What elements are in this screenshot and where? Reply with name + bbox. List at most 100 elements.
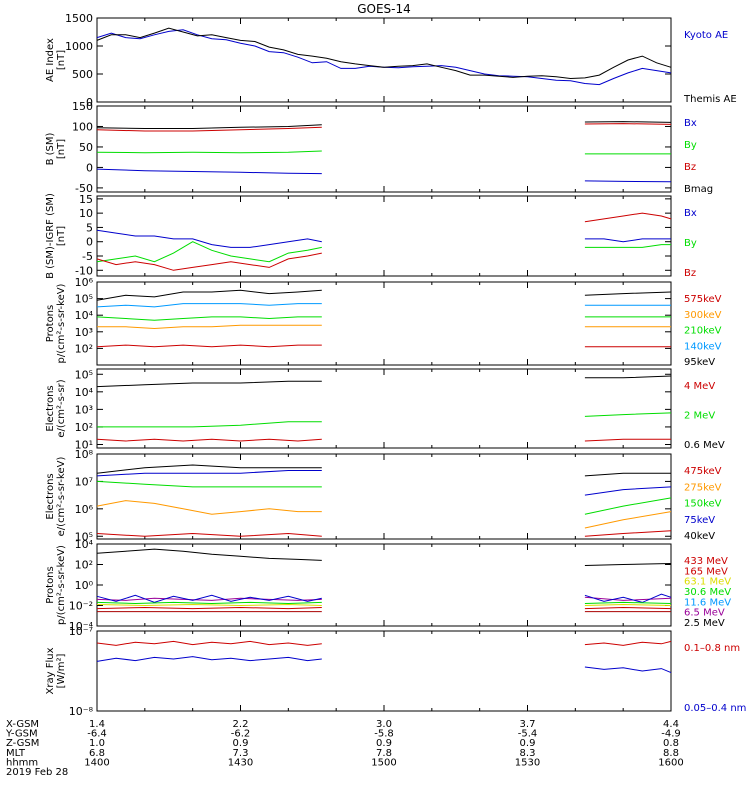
- legend-entry: 95keV: [684, 357, 715, 368]
- y-axis-label-line: p/(cm²-s-sr-keV): [56, 545, 67, 625]
- panel-1: 0 500 1000 1500 AE Index[nT] Kyoto AE Themis A…: [45, 12, 737, 109]
- y-axis-label-line: B (SM)-IGRF (SM): [45, 193, 56, 279]
- y-axis-label: Electronse/(cm²-s-sr): [45, 379, 67, 437]
- ephemeris-value: 1530: [515, 757, 540, 768]
- ephemeris-value: 1430: [228, 757, 253, 768]
- series-line: [96, 123, 672, 132]
- plot-title: GOES-14: [357, 2, 411, 16]
- y-tick-label: 10²: [75, 342, 93, 355]
- ephemeris-value: 7.3: [233, 748, 249, 759]
- y-tick-label: 10³: [75, 403, 93, 416]
- panel-frame: [96, 17, 672, 103]
- ephemeris-value: -6.2: [231, 729, 251, 740]
- legend-entry: 433 MeV: [684, 556, 728, 567]
- panel-6: 10⁵ 10⁶ 10⁷ 10⁸ Electronse/(cm²-s-sr-keV) 475…: [45, 448, 722, 543]
- y-tick-label: 10⁶: [75, 276, 94, 289]
- y-axis-label-line: Electrons: [45, 385, 56, 431]
- y-tick-label: 10⁻⁷: [69, 625, 93, 638]
- y-tick-label: 0: [86, 236, 93, 249]
- y-axis-label-line: e/(cm²-s-sr): [56, 379, 67, 437]
- y-axis-label-line: [nT]: [56, 50, 67, 70]
- legend-entry: 0.05–0.4 nm: [684, 703, 746, 714]
- legend-entry: 75keV: [684, 515, 715, 526]
- y-tick-label: 10⁻⁸: [69, 705, 94, 718]
- y-axis-label-line: AE Index: [45, 38, 56, 82]
- y-tick-label: 1500: [65, 12, 93, 25]
- y-axis-label-line: Protons: [45, 566, 56, 603]
- series-line: [96, 596, 672, 601]
- ephemeris-value: 1500: [371, 757, 396, 768]
- ephemeris-label: Z-GSM: [6, 738, 39, 749]
- y-axis-label: B (SM)-IGRF (SM)[nT]: [45, 193, 67, 279]
- series-line: [96, 150, 671, 155]
- y-tick-label: -50: [75, 182, 93, 195]
- ephemeris-value: 4.4: [663, 719, 679, 730]
- y-tick-label: 10: [79, 207, 93, 220]
- panel-4: 10² 10³ 10⁴ 10⁵ 10⁶ Protonsp/(cm²-s-sr-keV) 57…: [45, 276, 722, 368]
- panel-frame: [96, 195, 672, 277]
- legend-entry: 30.6 MeV: [684, 587, 731, 598]
- series-line: [96, 168, 672, 183]
- legend-entry: 6.5 MeV: [684, 608, 725, 619]
- y-axis-label-line: p/(cm²-s-sr-keV): [56, 283, 67, 363]
- y-tick-label: 10⁴: [75, 538, 94, 551]
- ephemeris-label: hhmm: [6, 757, 38, 768]
- series-line: [96, 29, 672, 86]
- y-tick-label: 10⁻⁴: [69, 620, 94, 633]
- y-axis-label: AE Index[nT]: [45, 38, 67, 82]
- panel-frame: [96, 453, 672, 540]
- ephemeris-value: -4.9: [661, 729, 681, 740]
- series-line: [96, 470, 672, 496]
- ephemeris-value: -5.8: [374, 729, 394, 740]
- ephemeris-value: 1.4: [89, 719, 105, 730]
- y-tick-label: 1000: [65, 40, 93, 53]
- y-tick-label: 10⁻²: [69, 600, 93, 613]
- ephemeris-value: 8.3: [520, 748, 536, 759]
- legend-entry: Themis AE: [683, 94, 737, 105]
- legend-entry: 210keV: [684, 326, 722, 337]
- panel-7: 10⁻⁴ 10⁻² 10⁰ 10² 10⁴ Protonsp/(cm²-s-sr-keV)…: [45, 538, 731, 633]
- series-line: [96, 289, 672, 301]
- legend-entry: 40keV: [684, 531, 715, 542]
- series-line: [96, 316, 671, 321]
- ephemeris-value: 3.7: [520, 719, 536, 730]
- legend-entry: 300keV: [684, 310, 722, 321]
- ephemeris-label: MLT: [6, 748, 26, 759]
- legend-entry: 140keV: [684, 341, 722, 352]
- y-axis-label: Protonsp/(cm²-s-sr-keV): [45, 283, 67, 363]
- legend-entry: Bz: [684, 268, 696, 279]
- series-line: [96, 640, 672, 646]
- series-line: [96, 121, 672, 129]
- series-line: [96, 601, 672, 605]
- series-line: [96, 606, 672, 610]
- y-tick-label: 500: [72, 68, 93, 81]
- series-line: [96, 548, 672, 566]
- series-line: [97, 412, 672, 428]
- series-line: [96, 212, 672, 271]
- legend-entry: 2.5 MeV: [684, 618, 725, 629]
- series-line: [96, 438, 671, 442]
- ephemeris-value: -5.4: [518, 729, 538, 740]
- legend-entry: Bx: [684, 118, 697, 129]
- y-tick-label: 10⁴: [75, 386, 94, 399]
- y-tick-label: 10⁵: [75, 530, 93, 543]
- y-tick-label: 10⁴: [75, 309, 94, 322]
- ephemeris-value: 1400: [84, 757, 109, 768]
- panel-5: 10¹ 10² 10³ 10⁴ 10⁵ Electronse/(cm²-s-sr) 4 Me…: [45, 368, 725, 451]
- legend-entry: 275keV: [684, 482, 722, 493]
- ephemeris-value: 1.0: [89, 738, 105, 749]
- y-tick-label: 5: [86, 221, 93, 234]
- y-tick-label: 10⁸: [75, 448, 94, 461]
- legend-entry: 11.6 MeV: [684, 597, 731, 608]
- y-axis-label-line: [nT]: [56, 139, 67, 159]
- y-tick-label: 10¹: [75, 438, 93, 451]
- legend-entry: Bz: [684, 162, 696, 173]
- panel-frame: [96, 368, 672, 449]
- y-tick-label: 150: [72, 100, 93, 113]
- y-tick-label: -10: [75, 264, 93, 277]
- y-axis-label: B (SM)[nT]: [45, 132, 67, 165]
- y-tick-label: 50: [79, 141, 93, 154]
- legend-entry: 2 MeV: [684, 411, 715, 422]
